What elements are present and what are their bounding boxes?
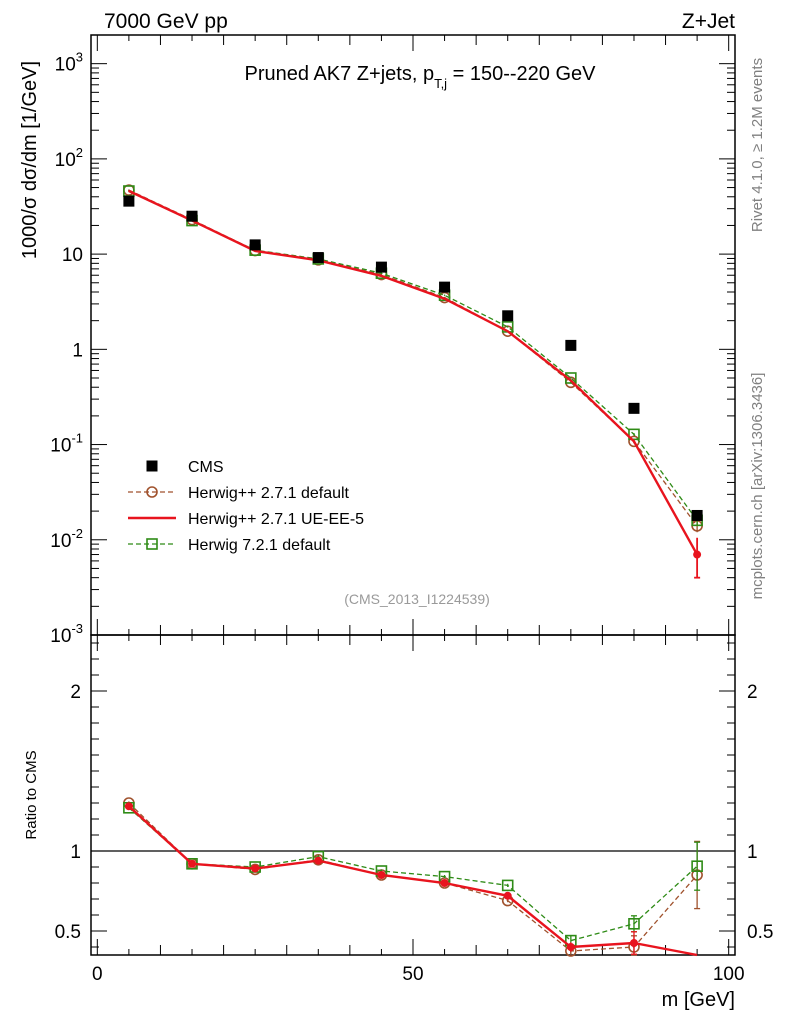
x-tick-label: 100	[713, 964, 745, 985]
y-tick-label: 103	[55, 50, 83, 76]
analysis-watermark: (CMS_2013_I1224539)	[344, 591, 490, 607]
bottom-ticks: 0.5 0.5 1 1 2 2 0 50 100	[55, 635, 773, 985]
legend-label-hpp_default: Herwig++ 2.7.1 default	[188, 485, 350, 502]
top-panel: Pruned AK7 Z+jets, pT,j = 150--220 GeV 1…	[19, 34, 736, 647]
legend-label-hpp_ueee5: Herwig++ 2.7.1 UE-EE-5	[188, 511, 364, 528]
y-tick-label: 1	[72, 340, 83, 361]
x-tick-label: 50	[402, 964, 423, 985]
x-tick-label: 0	[92, 964, 103, 985]
y-tick-label: 10	[62, 245, 83, 266]
ratio-tick-label-right: 0.5	[747, 922, 773, 943]
ratio-point-hpp_ueee5	[566, 943, 575, 951]
y-tick-label: 102	[55, 145, 83, 171]
ratio-point-hpp_ueee5	[440, 879, 449, 887]
ratio-point-hpp_ueee5	[188, 859, 197, 868]
series-hpp_default	[123, 184, 703, 533]
legend-label-h7: Herwig 7.2.1 default	[188, 537, 331, 554]
ratio-tick-label-right: 2	[747, 682, 758, 703]
point-cms	[439, 281, 451, 293]
point-cms	[691, 509, 703, 521]
series-cms	[123, 195, 703, 521]
ratio-line-hpp_ueee5	[128, 805, 698, 957]
legend-marker-hpp_default	[146, 486, 158, 498]
point-cms	[565, 339, 577, 351]
ratio-point-hpp_ueee5	[124, 802, 133, 811]
top-y-ticks: 10-3 10-2 10-1 1 10 102 103	[50, 35, 735, 647]
chart-title: Pruned AK7 Z+jets, pT,j = 150--220 GeV	[245, 63, 597, 91]
legend-label-cms: CMS	[188, 459, 224, 476]
ratio-point-h7	[691, 860, 703, 873]
ratio-point-hpp_ueee5	[314, 856, 323, 865]
ratio-point-hpp_ueee5	[251, 864, 260, 873]
y-tick-label: 10-2	[50, 526, 83, 552]
point-h7	[628, 428, 640, 441]
x-axis-label: m [GeV]	[662, 989, 735, 1011]
point-cms	[123, 195, 135, 207]
mcplots-label: mcplots.cern.ch [arXiv:1306.3436]	[749, 373, 766, 600]
y-axis-label: 1000/σ dσ/dm [1/GeV]	[19, 61, 41, 259]
ratio-point-h7	[628, 917, 640, 930]
ratio-point-hpp_ueee5	[629, 939, 638, 947]
header-process-label: Z+Jet	[682, 10, 735, 33]
ratio-tick-label: 0.5	[55, 922, 81, 943]
point-cms	[312, 252, 324, 264]
legend-marker-h7	[146, 538, 158, 550]
ratio-axis-label: Ratio to CMS	[23, 750, 40, 839]
bottom-data-marks	[123, 797, 703, 957]
ratio-series-hpp_default	[123, 797, 703, 957]
legend: CMS Herwig++ 2.7.1 default Herwig++ 2.7.1 …	[128, 459, 364, 554]
ratio-point-h7	[501, 879, 514, 892]
point-cms	[375, 261, 387, 273]
rivet-label: Rivet 4.1.0, ≥ 1.2M events	[749, 58, 766, 232]
bottom-panel-frame	[90, 634, 736, 956]
series-line-hpp_ueee5	[128, 189, 699, 556]
ratio-tick-label-right: 1	[747, 842, 758, 863]
y-tick-label: 10-1	[50, 431, 83, 457]
ratio-point-hpp_ueee5	[377, 871, 386, 879]
y-tick-label: 10-3	[50, 621, 83, 647]
point-cms	[186, 210, 198, 222]
point-cms	[628, 402, 640, 414]
ratio-series-h7	[123, 801, 703, 947]
ratio-tick-label: 1	[70, 842, 81, 863]
ratio-line-hpp_default	[128, 802, 698, 952]
ratio-point-hpp_ueee5	[503, 891, 512, 900]
point-cms	[502, 310, 514, 322]
legend-marker-cms	[146, 460, 158, 472]
point-cms	[249, 239, 261, 251]
top-data-marks	[123, 184, 703, 579]
bottom-panel: Ratio to CMS m [GeV] 0.5 0.5 1 1 2 2 0 50 100	[23, 634, 773, 1011]
ratio-line-h7	[128, 807, 698, 942]
ratio-tick-label: 2	[70, 682, 81, 703]
ratio-series-hpp_ueee5	[124, 802, 698, 957]
header-energy-label: 7000 GeV pp	[104, 10, 228, 33]
